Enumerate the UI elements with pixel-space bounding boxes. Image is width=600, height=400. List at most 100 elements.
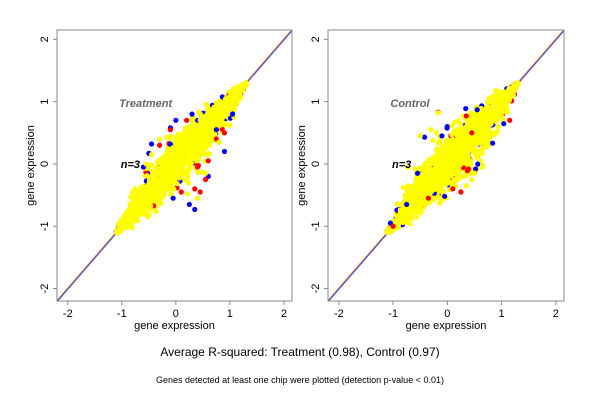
cloud-point [495, 123, 501, 130]
cloud-point [485, 136, 491, 142]
plot-frame [56, 29, 293, 302]
cloud-point [158, 200, 164, 206]
x-tick-label: 1 [227, 308, 233, 320]
cloud-point [480, 109, 486, 115]
cloud-point [440, 147, 446, 153]
cloud-point [160, 176, 166, 182]
cloud-point [464, 168, 471, 174]
cloud-point [423, 182, 429, 188]
chip-2-point [202, 176, 209, 183]
cloud-point [124, 219, 130, 226]
cloud-point [206, 151, 213, 157]
cloud-point [184, 191, 191, 197]
chip-3-point [469, 176, 475, 183]
plot-frame [327, 29, 565, 302]
cloud-point [129, 224, 135, 231]
sample-size-label: n=3 [392, 159, 411, 171]
cloud-point [421, 200, 427, 206]
cloud-point [462, 173, 469, 179]
cloud-point [407, 202, 414, 208]
cloud-point [154, 165, 160, 171]
cloud-point [386, 228, 392, 234]
cloud-point [499, 114, 505, 120]
cloud-point [194, 158, 200, 164]
cloud-point [161, 158, 167, 164]
cloud-point [115, 226, 121, 233]
cloud-point [195, 144, 201, 150]
chip-1-point [189, 111, 195, 117]
chip-3-point [173, 136, 179, 142]
cloud-point [488, 131, 495, 138]
cloud-point [421, 162, 428, 169]
chip-3-point [143, 161, 149, 167]
x-axis-label: gene expression [134, 320, 215, 332]
chip-3-point [130, 189, 136, 195]
cloud-point [435, 194, 442, 200]
cloud-point [173, 173, 179, 179]
cloud-point [511, 87, 517, 93]
cloud-point [153, 208, 159, 214]
cloud-point [415, 198, 421, 204]
cloud-point [479, 150, 485, 156]
cloud-point [182, 135, 188, 141]
chip-2-point [157, 142, 163, 148]
y-axis-label: gene expression [296, 125, 308, 206]
cloud-point [148, 162, 154, 168]
cloud-point [426, 164, 432, 170]
y-tick-label: 0 [310, 161, 322, 167]
cloud-point [506, 91, 513, 97]
cloud-point [198, 169, 204, 175]
sample-size-label: n=3 [121, 159, 140, 171]
cloud-point [477, 116, 483, 122]
chip-3-point [417, 133, 423, 139]
chip-1-point [229, 111, 236, 117]
cloud-point [419, 189, 425, 195]
cloud-point [243, 80, 249, 86]
cloud-point [468, 158, 474, 164]
cloud-point [490, 93, 496, 99]
cloud-point [437, 138, 443, 145]
chip-2-point [463, 113, 469, 119]
x-tick-label: 2 [553, 308, 559, 320]
chip-3-point [480, 162, 486, 168]
cloud-point [493, 129, 499, 136]
cloud-point [479, 131, 485, 137]
chip-2-point [178, 189, 184, 195]
chip-3-point [471, 170, 478, 176]
y-tick-label: -2 [310, 284, 322, 294]
cloud-point [142, 184, 148, 190]
cloud-point [445, 179, 451, 185]
cloud-point [131, 203, 137, 209]
chip-2-point [390, 223, 396, 229]
chip-2-point [221, 130, 228, 136]
cloud-point [144, 173, 150, 179]
cloud-point [176, 143, 182, 149]
cloud-point [159, 193, 165, 200]
cloud-point [443, 167, 450, 173]
cloud-point [203, 129, 209, 136]
cloud-point [141, 198, 147, 204]
cloud-point [154, 170, 160, 177]
chip-3-point [194, 195, 201, 201]
chip-3-point [463, 183, 469, 189]
cloud-point [461, 133, 467, 139]
cloud-point [407, 194, 413, 201]
chip-3-point [433, 130, 440, 136]
cloud-point [145, 196, 151, 202]
chip-1-point [474, 107, 480, 113]
cloud-point [185, 180, 192, 186]
cloud-point [474, 154, 480, 160]
cloud-point [195, 133, 201, 140]
cloud-point [194, 123, 201, 129]
cloud-point [185, 152, 191, 158]
chip-2-point [469, 130, 475, 136]
cloud-point [223, 95, 229, 102]
chip-3-point [455, 173, 461, 180]
cloud-point [165, 161, 171, 167]
chip-3-point [202, 170, 209, 176]
cloud-point [227, 97, 233, 104]
cloud-point [217, 120, 223, 127]
cloud-point [486, 95, 492, 101]
